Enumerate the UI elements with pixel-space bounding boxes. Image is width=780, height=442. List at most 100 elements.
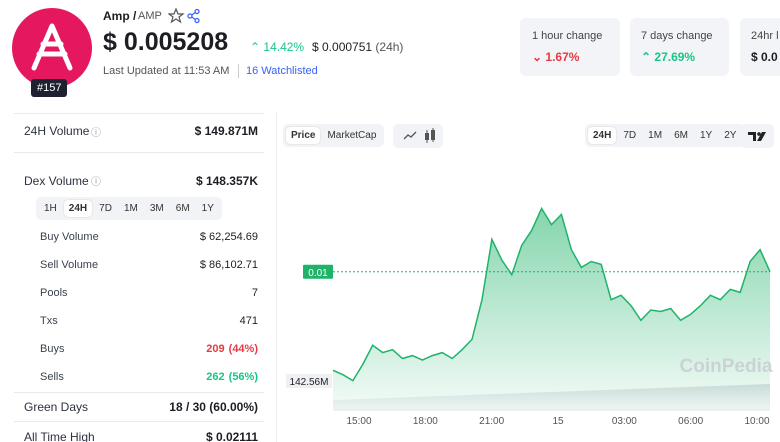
button[interactable]: 7D <box>99 203 112 214</box>
period-selector: 1H 24H 7D 1M 3M 6M 1Y <box>36 197 222 220</box>
watchlisted[interactable]: 16 Watchlisted <box>246 65 318 77</box>
card-value-text: 1.67% <box>545 50 580 64</box>
price: $ 0.005208 <box>103 28 229 56</box>
stat-label: Dex Volume <box>24 174 89 188</box>
card-value: $ 0.0 <box>751 50 778 64</box>
row-value-text: $ 86,102.71 <box>199 259 258 271</box>
row-value-text: 471 <box>239 315 258 327</box>
volume-label-box <box>286 374 332 388</box>
x-tick-label: 21:00 <box>479 416 504 427</box>
coin-logo <box>12 8 92 88</box>
range-selector: 24H 7D 1M 6M 1Y 2Y <box>585 124 745 147</box>
row-label: Sell Volume <box>40 259 99 271</box>
button[interactable]: 24H <box>63 200 93 217</box>
card-value-text: 27.69% <box>654 50 696 64</box>
row-value-text: $ 62,254.69 <box>199 231 258 243</box>
info-icon[interactable]: ⓘ <box>91 177 101 188</box>
stat-label: All Time High <box>24 430 95 442</box>
stat-value: $ 148.357K <box>195 174 258 188</box>
button[interactable]: 3M <box>149 203 164 214</box>
button[interactable]: 1H <box>44 203 57 214</box>
stat-value: 18 / 30 (60.00%) <box>169 400 258 414</box>
tv-icon <box>748 132 766 141</box>
coin-name: Amp / <box>103 9 137 23</box>
card-value: ⌄ 1.67% <box>532 50 579 64</box>
last-updated: Last Updated at 11:53 AM <box>103 65 230 77</box>
card-label: 7 days change <box>641 30 713 42</box>
mode-selector: Price MarketCap <box>283 124 385 147</box>
x-tick-label: 03:00 <box>612 416 637 427</box>
price-line <box>332 206 771 382</box>
x-tick-label: 15 <box>552 416 564 427</box>
chart-type-icons[interactable] <box>396 127 440 145</box>
rank-badge: #157 <box>31 79 68 97</box>
chart-type-selector <box>393 124 443 148</box>
row-value: $ 86,102.71 <box>200 259 258 271</box>
volume-label: 142.56M <box>290 377 329 388</box>
price-chart: 0.01 142.56M CoinPedia 15:00 18:00 21:00 15 03:… <box>286 206 773 427</box>
tradingview-logo[interactable] <box>740 124 774 148</box>
row-label: Pools <box>40 287 68 299</box>
row-value: $ 62,254.69 <box>200 231 258 243</box>
divider <box>14 113 264 114</box>
price-area <box>333 208 770 410</box>
arrow: ⌃ <box>250 40 264 54</box>
change-card: 7 days change ⌃ 27.69% <box>630 18 729 76</box>
row-value-text: 262 <box>206 371 225 383</box>
row-percent: (44%) <box>228 343 258 355</box>
card-value: ⌃ 27.69% <box>641 50 695 64</box>
separator <box>238 64 239 78</box>
button[interactable]: 1M <box>123 203 138 214</box>
watermark: CoinPedia <box>680 356 773 377</box>
row-value: 209 (44%) <box>206 343 258 355</box>
button[interactable]: 1M <box>648 130 663 141</box>
divider <box>14 152 264 153</box>
coin-symbol: AMP <box>138 10 162 22</box>
stat-label: 24H Volume <box>24 124 90 138</box>
row-value: 262 (56%) <box>206 371 258 383</box>
stat-value: $ 149.871M <box>194 124 258 138</box>
change-abs: $ 0.000751 (24h) <box>312 40 403 54</box>
row-label: Txs <box>40 315 58 327</box>
panel-border <box>276 112 277 442</box>
arrow: ⌃ <box>641 50 655 64</box>
change-card: 1 hour change ⌄ 1.67% <box>520 18 620 76</box>
row-label: Buys <box>40 343 65 355</box>
change-card: 24hr l $ 0.0 <box>740 18 780 76</box>
change-24h: ⌃ 14.42% <box>250 40 304 54</box>
x-tick-label: 10:00 <box>744 416 769 427</box>
price-marker-box <box>303 264 333 279</box>
button[interactable]: 2Y <box>724 130 737 141</box>
row-value-text: 209 <box>206 343 225 355</box>
stat-value: $ 0.02111 <box>205 430 258 442</box>
button[interactable]: MarketCap <box>327 130 377 141</box>
card-label: 1 hour change <box>532 30 603 42</box>
change-abs-value: $ 0.000751 <box>312 40 373 54</box>
button[interactable]: Price <box>286 127 321 144</box>
button[interactable]: 7D <box>623 130 637 141</box>
row-label: Sells <box>40 371 64 383</box>
button[interactable]: 24H <box>588 127 617 144</box>
button[interactable]: 1Y <box>201 203 214 214</box>
button[interactable]: 6M <box>674 130 688 141</box>
x-tick-label: 06:00 <box>678 416 703 427</box>
x-tick-label: 18:00 <box>413 416 438 427</box>
row-value-text: 7 <box>251 287 258 299</box>
price-marker-label: 0.01 <box>308 268 328 279</box>
change-24h-value: 14.42% <box>263 40 305 54</box>
card-label: 24hr l <box>751 30 779 42</box>
info-icon[interactable]: ⓘ <box>91 128 101 139</box>
row-value: 471 <box>240 315 258 327</box>
row-percent: (56%) <box>228 371 258 383</box>
divider <box>14 421 264 422</box>
divider <box>14 392 264 393</box>
arrow: ⌄ <box>532 50 546 64</box>
header-icons[interactable] <box>168 8 208 24</box>
x-tick-label: 15:00 <box>346 416 371 427</box>
stat-label: Green Days <box>24 400 89 414</box>
row-label: Buy Volume <box>40 231 99 243</box>
button[interactable]: 6M <box>175 203 190 214</box>
button[interactable]: 1Y <box>699 130 713 141</box>
change-period: (24h) <box>375 40 404 54</box>
